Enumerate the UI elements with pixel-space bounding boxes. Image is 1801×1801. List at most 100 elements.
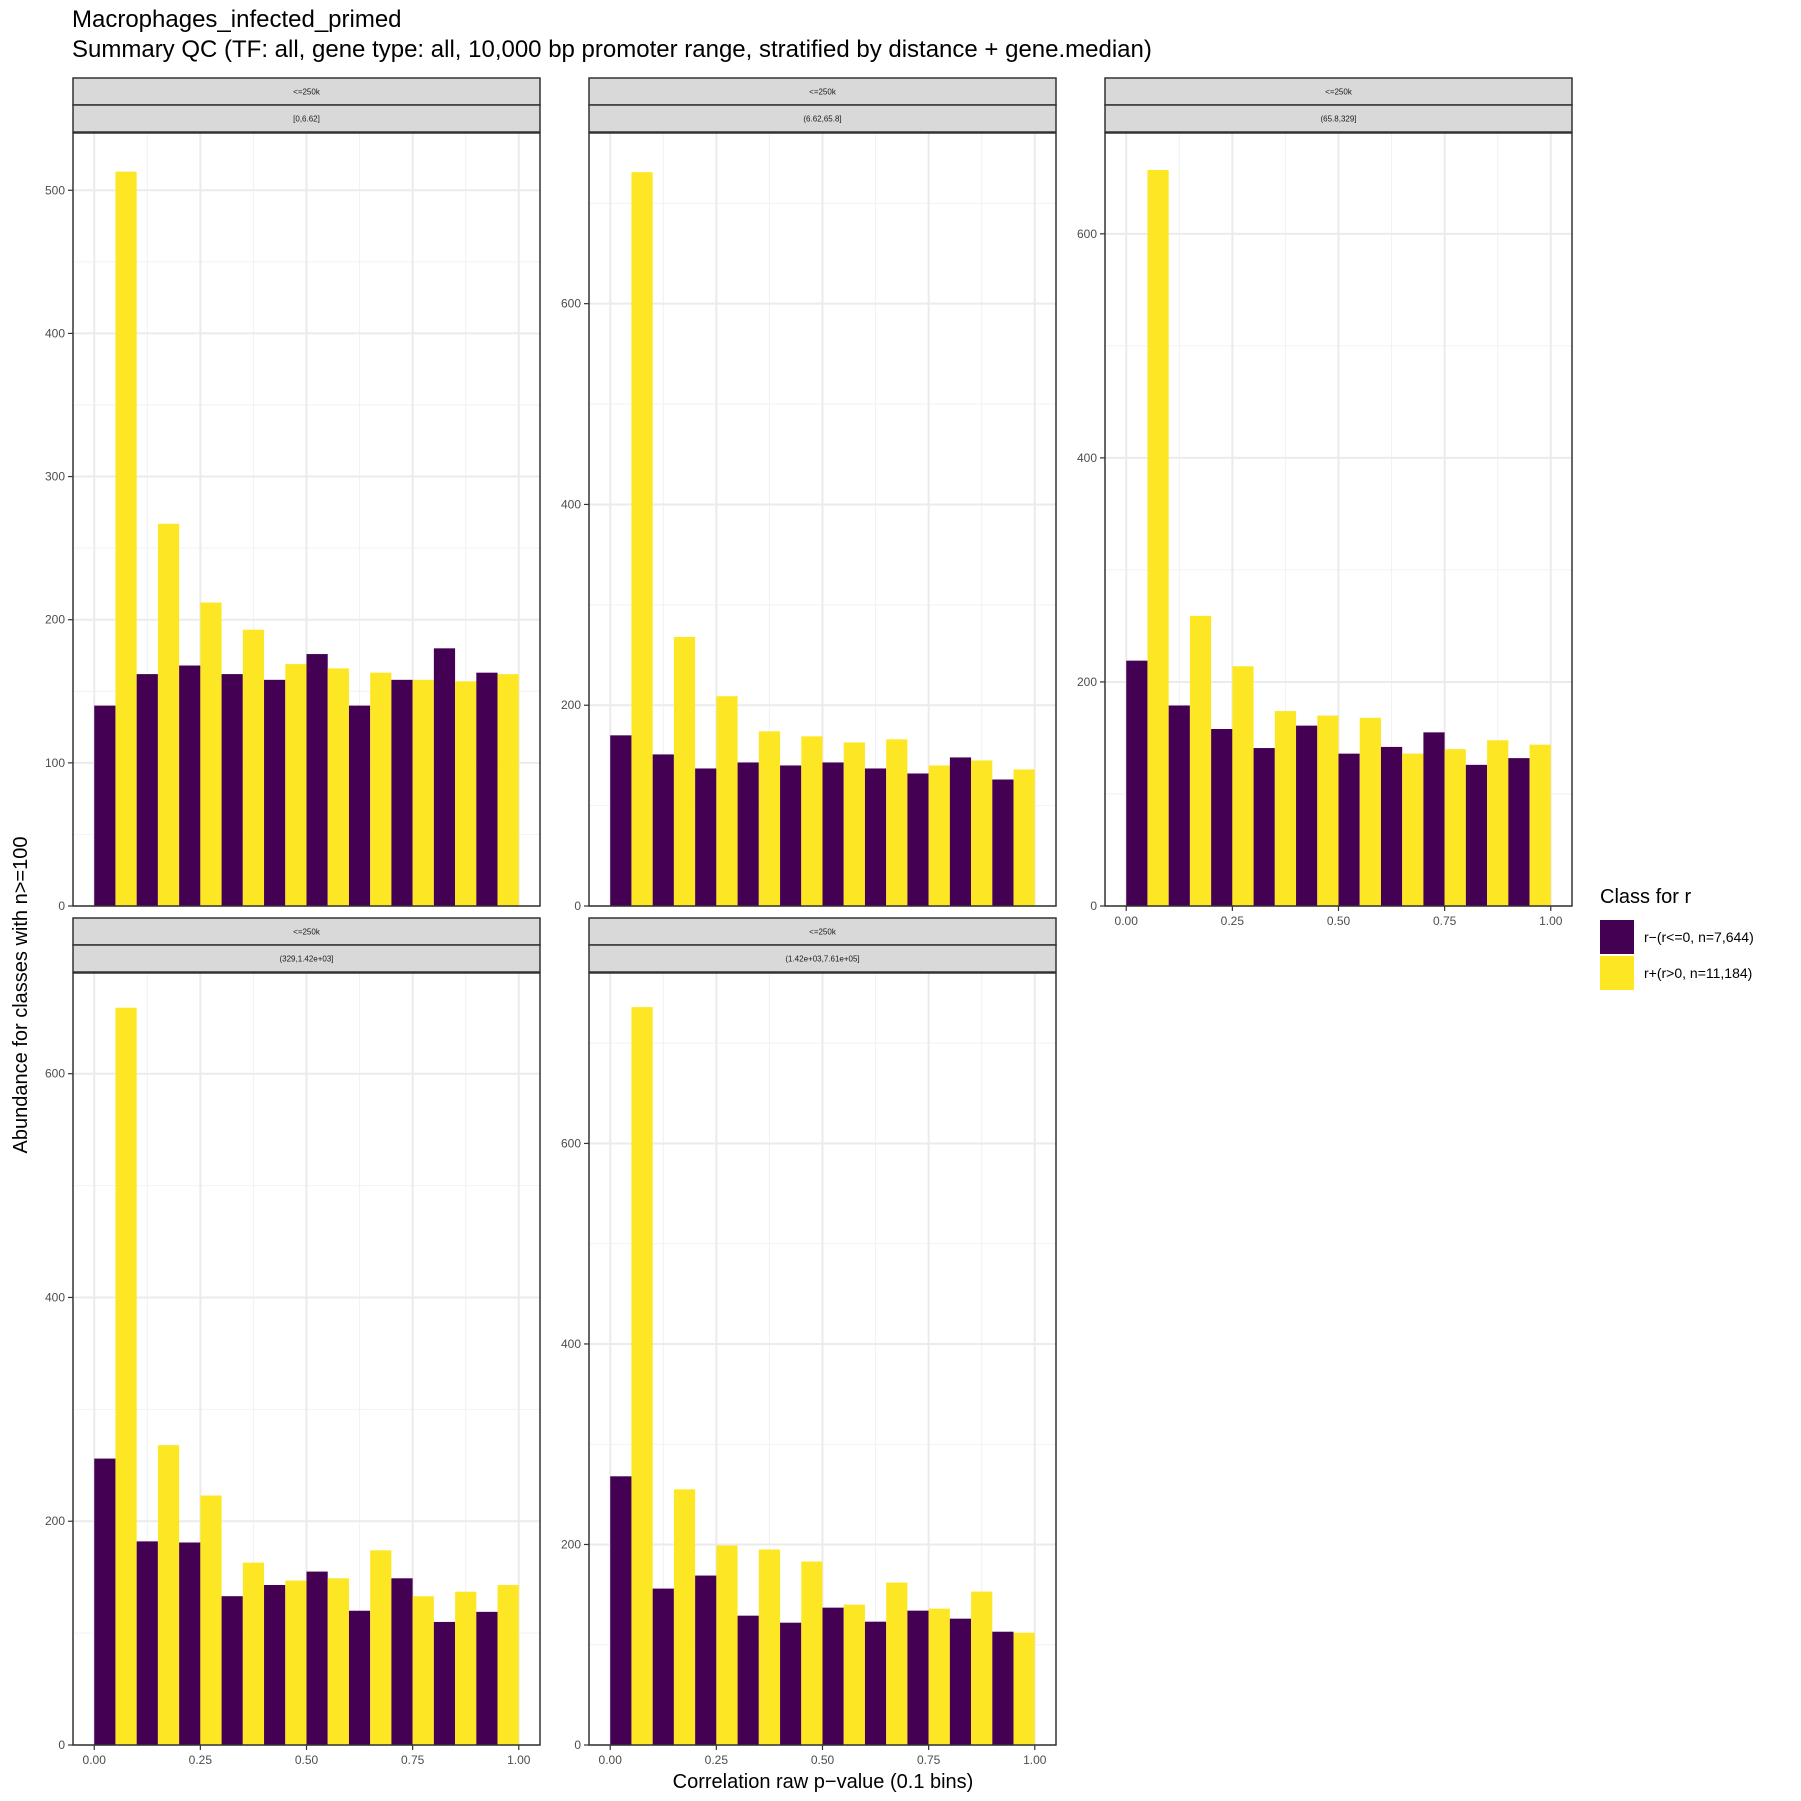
legend-item-r-positive: r+(r>0, n=11,184) <box>1600 955 1754 991</box>
bar-r-positive <box>673 1489 696 1745</box>
bar-r-negative <box>221 1596 243 1745</box>
x-tick-label: 0.75 <box>401 1753 425 1767</box>
bar-r-negative <box>348 1610 371 1745</box>
facet-panel-1: <=250k [0,6.62] 0 100 200 300 400 500 <box>45 77 541 913</box>
x-tick-label: 0.75 <box>1433 914 1457 928</box>
bar-r-positive <box>157 523 180 906</box>
legend-item-r-negative: r−(r<=0, n=7,644) <box>1600 919 1754 955</box>
bar-r-negative <box>695 768 717 906</box>
strip-bottom-label: (1.42e+03,7.61e+05] <box>785 955 859 964</box>
bar-r-positive <box>1189 615 1212 906</box>
bar-r-positive <box>1529 744 1551 906</box>
bar-r-negative <box>949 1618 972 1745</box>
bar-r-negative <box>306 654 328 906</box>
strip-bottom <box>588 104 1057 133</box>
bar-r-positive <box>631 1007 653 1745</box>
bar-r-negative <box>780 1622 802 1745</box>
bar-r-negative <box>476 1611 498 1745</box>
bar-r-positive <box>497 674 519 906</box>
bar-r-negative <box>221 674 243 906</box>
bar-r-positive <box>1274 711 1297 906</box>
x-tick-label: 0.50 <box>1327 914 1351 928</box>
strip-top-label: <=250k <box>809 88 837 97</box>
strip-bottom <box>588 944 1057 973</box>
strip-top-label: <=250k <box>293 88 321 97</box>
y-tick-label: 500 <box>45 183 65 197</box>
bar-r-negative <box>652 754 674 906</box>
strip-top <box>72 917 541 946</box>
bar-r-negative <box>433 648 456 906</box>
y-tick-label: 0 <box>1090 899 1097 913</box>
bar-r-negative <box>737 762 759 906</box>
panel-border <box>72 132 541 907</box>
bar-r-negative <box>348 705 371 906</box>
bar-r-negative <box>822 1607 844 1745</box>
bar-r-positive <box>285 664 307 906</box>
bar-r-negative <box>136 1541 158 1745</box>
y-tick-label: 600 <box>561 297 581 311</box>
bar-r-negative <box>822 762 844 906</box>
x-tick-label: 0.25 <box>1221 914 1245 928</box>
bar-r-positive <box>455 1591 477 1745</box>
bar-r-negative <box>136 674 158 906</box>
bar-r-negative <box>695 1575 717 1745</box>
strip-bottom-label: (6.62,65.8] <box>803 115 841 124</box>
bar-r-negative <box>1465 764 1488 906</box>
bar-r-positive <box>801 1561 823 1745</box>
bar-r-positive <box>971 760 993 906</box>
x-tick-label: 1.00 <box>507 1753 531 1767</box>
bar-r-positive <box>1359 717 1381 906</box>
y-axis-label: Abundance for classes with n>=100 <box>10 837 32 1154</box>
bar-r-positive <box>716 1545 738 1745</box>
bar-r-positive <box>843 1604 865 1745</box>
bar-r-negative <box>907 773 929 906</box>
bar-r-positive <box>285 1580 307 1745</box>
x-tick-label: 0.00 <box>599 1753 623 1767</box>
bar-r-positive <box>843 742 865 906</box>
chart-subtitle: Summary QC (TF: all, gene type: all, 10,… <box>72 36 1152 63</box>
bar-r-positive <box>673 636 696 906</box>
legend-key-r-positive <box>1600 956 1634 990</box>
bar-r-positive <box>1487 740 1509 906</box>
x-tick-label: 0.25 <box>705 1753 729 1767</box>
bar-r-positive <box>1402 753 1424 906</box>
bar-r-positive <box>497 1585 519 1745</box>
y-tick-label: 200 <box>45 613 65 627</box>
bar-r-negative <box>1211 728 1233 906</box>
bar-r-negative <box>610 1476 632 1745</box>
y-tick-label: 600 <box>45 1067 65 1081</box>
y-tick-label: 400 <box>561 1337 581 1351</box>
strip-top <box>588 917 1057 946</box>
strip-top-label: <=250k <box>1325 88 1353 97</box>
legend-label-r-negative: r−(r<=0, n=7,644) <box>1644 929 1754 945</box>
y-tick-label: 600 <box>1077 227 1097 241</box>
y-tick-label: 200 <box>45 1514 65 1528</box>
strip-bottom <box>72 944 541 973</box>
y-tick-label: 300 <box>45 470 65 484</box>
facet-panel-2: <=250k (6.62,65.8] 0 200 400 600 <box>561 77 1057 913</box>
facet-panels: <=250k [0,6.62] 0 100 200 300 400 500 <=250k (6.6… <box>45 77 1573 1767</box>
bar-r-positive <box>801 736 823 906</box>
bar-r-positive <box>928 1608 950 1745</box>
bar-r-negative <box>1126 660 1148 906</box>
bar-r-positive <box>971 1591 993 1745</box>
x-tick-label: 0.50 <box>295 1753 319 1767</box>
bar-r-positive <box>1013 769 1035 906</box>
bar-r-negative <box>306 1571 328 1745</box>
bar-r-positive <box>1013 1632 1035 1745</box>
x-tick-label: 1.00 <box>1023 1753 1047 1767</box>
bar-r-negative <box>1253 748 1275 906</box>
y-tick-label: 0 <box>574 1738 581 1752</box>
x-tick-label: 0.75 <box>917 1753 941 1767</box>
bar-r-negative <box>652 1588 674 1745</box>
bar-r-negative <box>992 1631 1014 1745</box>
y-tick-label: 0 <box>58 1738 65 1752</box>
bar-r-negative <box>264 1585 286 1745</box>
bar-r-negative <box>864 768 887 906</box>
bar-r-positive <box>242 1562 265 1745</box>
strip-bottom <box>72 104 541 133</box>
x-tick-label: 0.25 <box>189 1753 213 1767</box>
chart-title: Macrophages_infected_primed <box>72 6 402 33</box>
bar-r-positive <box>886 1582 908 1745</box>
